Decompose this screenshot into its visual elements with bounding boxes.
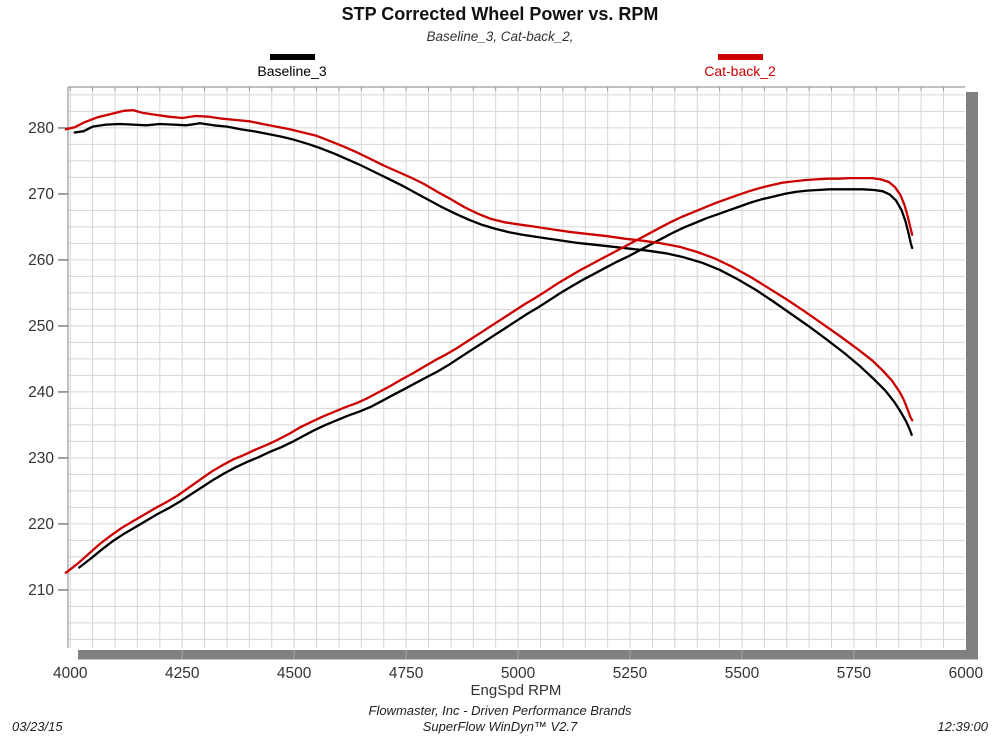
legend-swatch-baseline	[269, 54, 315, 60]
y-tick-label: 250	[28, 318, 54, 335]
y-tick-label: 210	[28, 582, 54, 599]
x-tick-label: 5750	[837, 665, 872, 682]
plot-border	[67, 86, 965, 648]
y-tick-label: 280	[28, 120, 54, 137]
y-tick-label: 240	[28, 384, 54, 401]
legend-label-baseline: Baseline_3	[257, 63, 327, 79]
x-tick-label: 4500	[277, 665, 312, 682]
x-tick-label: 4750	[389, 665, 424, 682]
x-tick-label: 5000	[501, 665, 536, 682]
legend-item-baseline: Baseline_3	[232, 54, 352, 78]
axis-bars[interactable]	[78, 92, 978, 660]
legend-swatch-catback	[717, 54, 763, 60]
legend-item-catback: Cat-back_2	[680, 54, 800, 78]
footer-software-line: SuperFlow WinDyn™ V2.7	[422, 719, 578, 734]
y-tick-label: 270	[28, 186, 54, 203]
series-cat-back-2-descending	[64, 108, 914, 422]
x-axis-label: EngSpd RPM	[470, 682, 562, 699]
page-title: STP Corrected Wheel Power vs. RPM	[341, 4, 659, 24]
x-axis-ticks: 4000 4250 4500 4750 5000 5250 5500 5750 6000	[53, 665, 984, 682]
y-tick-label: 230	[28, 450, 54, 467]
x-tick-label: 5500	[725, 665, 760, 682]
grid-lines	[68, 87, 965, 648]
footer-date: 03/23/15	[12, 719, 63, 734]
x-tick-label: 5250	[613, 665, 648, 682]
chart-subtitle: Baseline_3, Cat-back_2,	[426, 29, 574, 44]
series-cat-back-2-ascending	[64, 176, 914, 574]
footer-time: 12:39:00	[937, 719, 988, 734]
top-tick-marks	[69, 87, 945, 91]
y-tick-label: 260	[28, 252, 54, 269]
x-axis-scroll-bar[interactable]	[78, 650, 978, 660]
y-tick-label: 220	[28, 516, 54, 533]
series-baseline-3-descending	[73, 122, 913, 436]
x-tick-label: 4250	[165, 665, 200, 682]
x-tick-label: 6000	[949, 665, 984, 682]
x-tick-label: 4000	[53, 665, 88, 682]
y-axis-scroll-bar[interactable]	[966, 92, 978, 660]
series-baseline-3-ascending	[78, 188, 914, 569]
y-axis-ticks: 210 220 230 240 250 260 270 280	[28, 120, 68, 599]
legend-label-catback: Cat-back_2	[704, 63, 776, 79]
footer-company-line: Flowmaster, Inc - Driven Performance Bra…	[368, 703, 632, 718]
